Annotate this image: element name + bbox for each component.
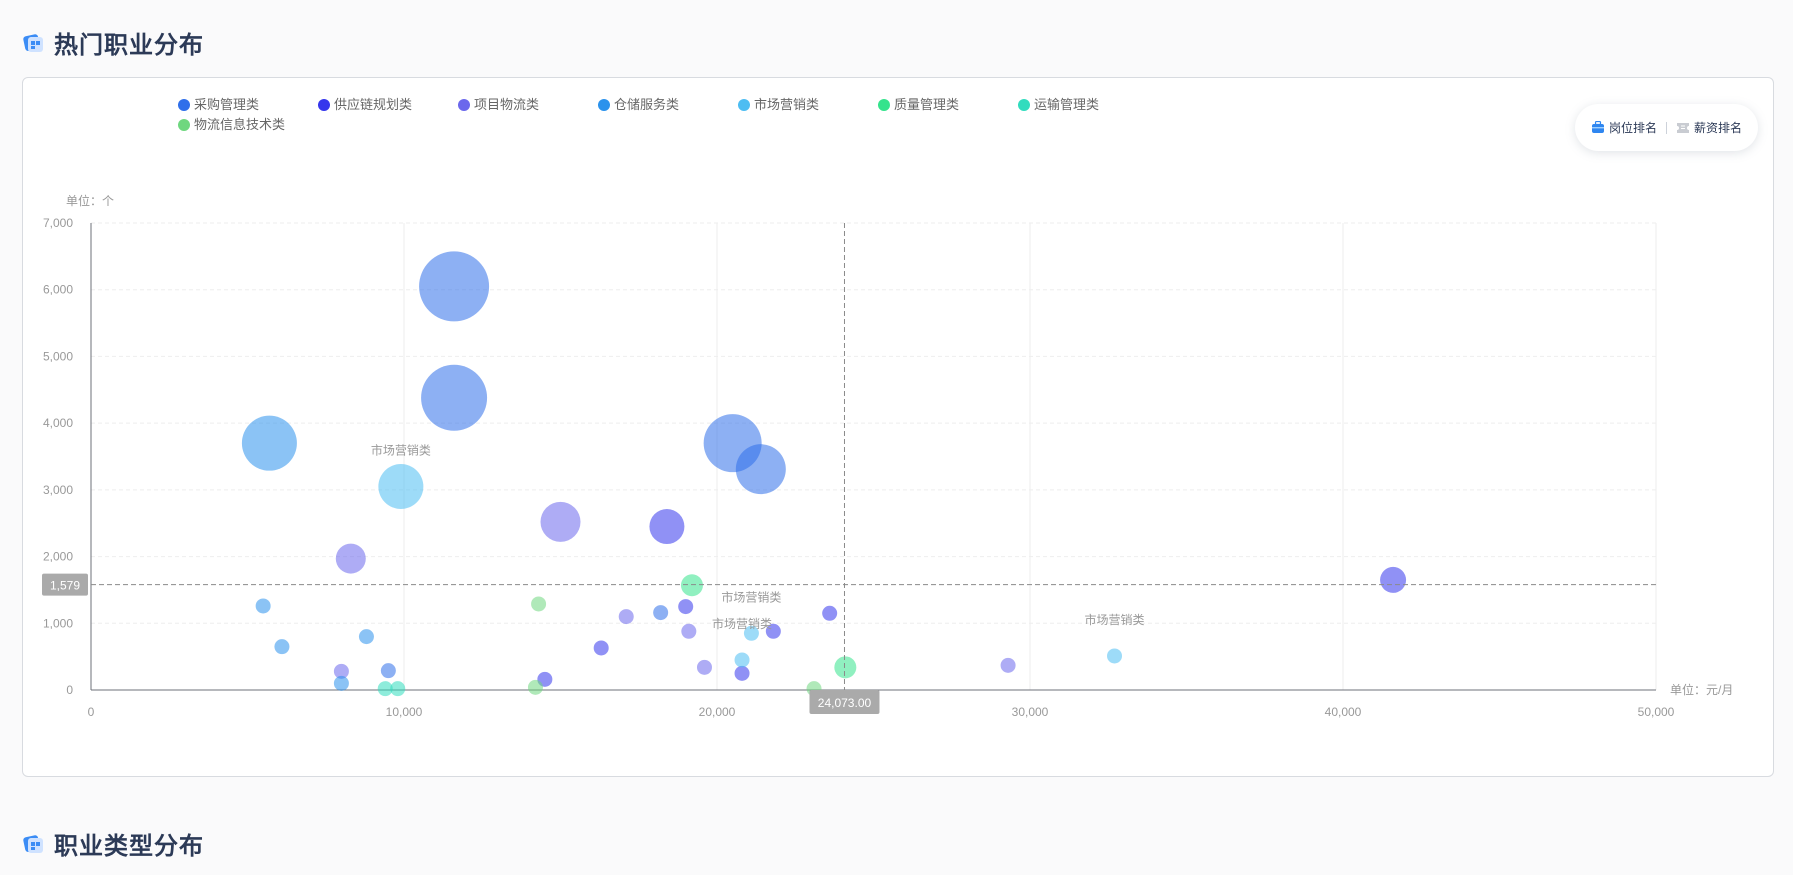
bubble-label: 市场营销类: [721, 589, 781, 604]
bubble-point[interactable]: [419, 251, 490, 322]
rank-toggle: 岗位排名 薪资排名: [1575, 104, 1758, 151]
bubble-point[interactable]: [531, 596, 547, 612]
legend-marker[interactable]: [598, 99, 610, 111]
crosshair-x-value: 24,073.00: [818, 696, 872, 710]
x-tick-label: 0: [88, 705, 95, 719]
bubble-point[interactable]: [822, 605, 838, 621]
y-tick-label: 2,000: [43, 550, 73, 564]
bubble-point[interactable]: [678, 599, 694, 615]
salary-rank-label: 薪资排名: [1694, 121, 1743, 135]
bubble-point[interactable]: [734, 665, 750, 681]
bubble-point[interactable]: [681, 623, 697, 639]
page-title: 热门职业分布: [54, 31, 204, 59]
bubble-point[interactable]: [734, 652, 750, 668]
bubble-point[interactable]: [333, 675, 349, 691]
chart-card: [22, 77, 1774, 777]
bubble-point[interactable]: [765, 623, 781, 639]
legend-marker[interactable]: [1018, 99, 1030, 111]
bubble-point[interactable]: [618, 609, 634, 625]
legend-marker[interactable]: [178, 99, 190, 111]
bubble-point[interactable]: [696, 659, 712, 675]
y-axis-unit: 单位：个: [66, 193, 114, 208]
briefcase-icon: [1591, 121, 1604, 133]
toggle-divider: [1666, 121, 1667, 134]
legend-marker[interactable]: [738, 99, 750, 111]
bubble-point[interactable]: [593, 640, 609, 656]
legend-label: 仓储服务类: [614, 97, 679, 112]
bubble-point[interactable]: [735, 444, 786, 495]
bubble-point[interactable]: [1000, 657, 1016, 673]
crosshair-y-value: 1,579: [50, 579, 80, 593]
legend-label: 供应链规划类: [334, 97, 412, 112]
bubble-point[interactable]: [540, 501, 581, 542]
legend-label: 运输管理类: [1034, 97, 1099, 112]
y-tick-label: 3,000: [43, 483, 73, 497]
bubble-point[interactable]: [378, 464, 424, 510]
bubble-point[interactable]: [1380, 566, 1407, 593]
bubble-point[interactable]: [834, 656, 857, 679]
y-tick-label: 1,000: [43, 616, 73, 630]
bubble-label: 市场营销类: [712, 616, 772, 631]
post-rank-label: 岗位排名: [1608, 121, 1657, 135]
legend-label: 物流信息技术类: [194, 117, 285, 132]
legend-marker[interactable]: [318, 99, 330, 111]
bubble-point[interactable]: [390, 681, 406, 697]
bubble-point[interactable]: [255, 598, 271, 614]
legend-marker[interactable]: [178, 119, 190, 131]
bubble-point[interactable]: [1107, 648, 1123, 664]
x-tick-label: 10,000: [386, 705, 423, 719]
salary-rank-option[interactable]: 薪资排名: [1676, 119, 1742, 136]
y-tick-label: 4,000: [43, 416, 73, 430]
y-tick-label: 6,000: [43, 283, 73, 297]
ticket-icon: [1677, 122, 1689, 133]
x-axis-unit: 单位：元/月: [1670, 682, 1733, 697]
bubble-point[interactable]: [377, 681, 393, 697]
y-tick-label: 0: [66, 683, 73, 697]
bubble-label: 市场营销类: [1085, 612, 1145, 627]
legend-label: 市场营销类: [754, 97, 819, 112]
bubble-point[interactable]: [421, 364, 488, 431]
legend-label: 质量管理类: [894, 97, 959, 112]
crosshair-y-badge: [42, 573, 88, 596]
bubble-point[interactable]: [680, 574, 703, 597]
bubble-point[interactable]: [743, 625, 759, 641]
crosshair-x-badge: [809, 690, 880, 714]
y-tick-label: 7,000: [43, 216, 73, 230]
legend-marker[interactable]: [458, 99, 470, 111]
legend-label: 采购管理类: [194, 97, 259, 112]
legend-marker[interactable]: [878, 99, 890, 111]
section-title: 职业类型分布: [54, 832, 204, 860]
bubble-point[interactable]: [380, 663, 396, 679]
legend-label: 项目物流类: [474, 97, 539, 112]
bubble-point[interactable]: [649, 509, 685, 545]
bubble-point[interactable]: [653, 605, 669, 621]
bubble-point[interactable]: [333, 663, 349, 679]
bubble-label: 市场营销类: [371, 443, 431, 458]
hot-jobs-heading: 热门职业分布: [22, 26, 204, 59]
post-rank-option[interactable]: 岗位排名: [1591, 119, 1657, 136]
x-tick-label: 40,000: [1325, 705, 1362, 719]
section-icon: [23, 34, 43, 52]
x-tick-label: 30,000: [1012, 705, 1049, 719]
bubble-point[interactable]: [358, 629, 374, 645]
bubble-point[interactable]: [335, 543, 366, 574]
section-icon: [23, 835, 43, 853]
bubble-point[interactable]: [241, 415, 297, 471]
bubble-point[interactable]: [274, 639, 290, 655]
bubble-point[interactable]: [527, 679, 543, 695]
x-tick-label: 50,000: [1638, 705, 1675, 719]
y-tick-label: 5,000: [43, 349, 73, 363]
job-types-heading: 职业类型分布: [22, 827, 204, 860]
x-tick-label: 20,000: [699, 705, 736, 719]
